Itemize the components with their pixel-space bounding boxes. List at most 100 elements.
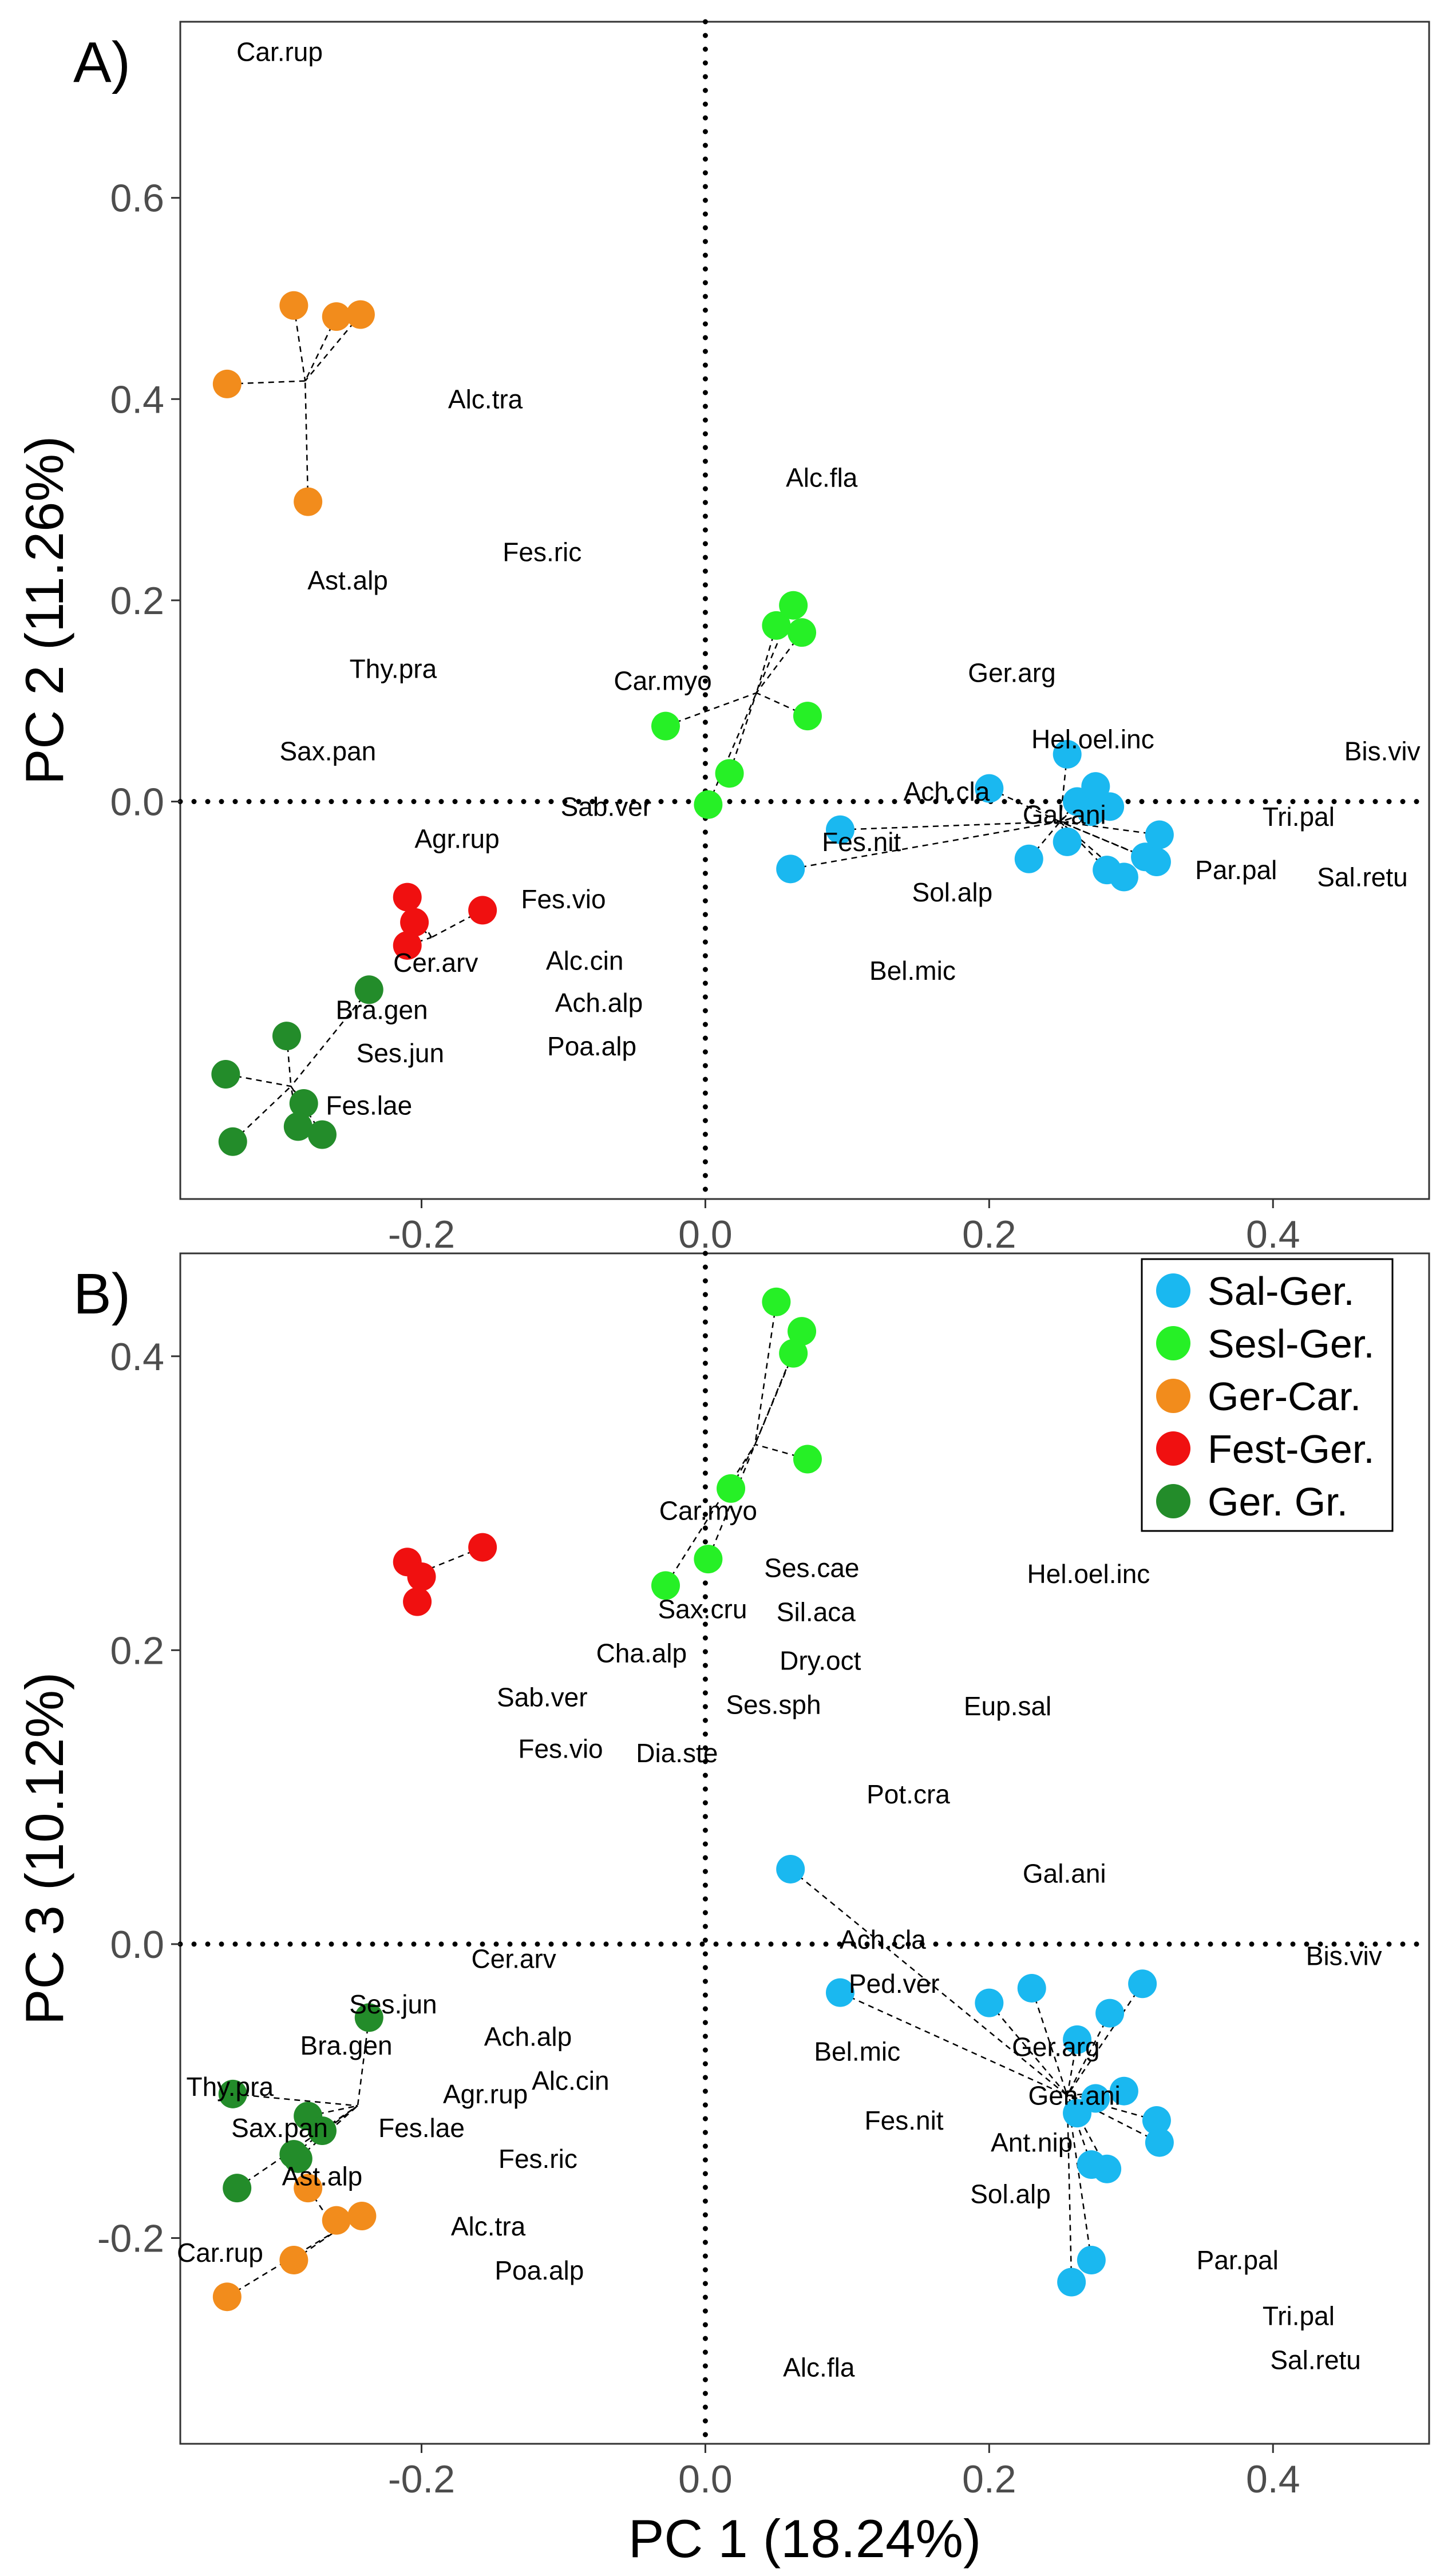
spider-line xyxy=(232,2093,358,2107)
point-sesl-ger xyxy=(717,1474,746,1503)
spider-line xyxy=(307,2105,358,2117)
species-label: Bra.gen xyxy=(300,2031,393,2060)
point-sal-ger xyxy=(1057,2268,1086,2297)
spider-line xyxy=(840,1992,1068,2096)
species-label: Tri.pal xyxy=(1263,802,1335,832)
x-tick-label: 0.0 xyxy=(678,2458,733,2501)
point-sal-ger xyxy=(1014,844,1043,873)
y-tick-label: 0.2 xyxy=(110,1629,164,1672)
point-sal-ger xyxy=(975,1988,1004,2017)
species-label: Gal.ani xyxy=(1023,1859,1106,1889)
panel-label: A) xyxy=(73,30,130,94)
point-ger-gr xyxy=(223,2174,252,2203)
point-sal-ger xyxy=(1109,862,1138,892)
species-label: Fes.ric xyxy=(498,2144,577,2174)
spider-line xyxy=(1066,1983,1144,2096)
point-sal-ger xyxy=(1142,848,1171,877)
species-label: Par.pal xyxy=(1195,855,1277,885)
spider-line xyxy=(1066,2095,1073,2282)
species-label: Sab.ver xyxy=(561,792,652,821)
point-sal-ger xyxy=(1081,772,1110,801)
species-label: Fes.vio xyxy=(518,1734,603,1763)
spider-line xyxy=(790,821,1061,870)
point-ger-car xyxy=(294,2174,323,2203)
point-fest-ger xyxy=(468,896,497,925)
species-label: Eup.sal xyxy=(964,1691,1051,1721)
point-sal-ger xyxy=(1081,2084,1110,2113)
species-label: Fes.vio xyxy=(521,884,606,914)
legend-swatch-ger-car xyxy=(1156,1379,1190,1413)
species-label: Ped.ver xyxy=(849,1969,940,1999)
spider-line xyxy=(756,692,808,717)
species-label: Agr.rup xyxy=(443,2079,528,2109)
panel-b: -0.2 0.0 0.2 0.4 -0.2 0.0 0.2 0.4 PC 3 (10.12%) B… xyxy=(14,1251,1432,2501)
x-tick-label: 0.2 xyxy=(962,1213,1016,1256)
species-label: Bis.viv xyxy=(1306,1941,1382,1970)
species-label: Cer.arv xyxy=(472,1944,556,1974)
spider-line xyxy=(293,2230,337,2261)
point-sal-ger xyxy=(825,815,854,844)
y-tick-label: 0.0 xyxy=(110,1923,164,1966)
species-label: Ger.arg xyxy=(968,658,1055,688)
species-label: Tri.pal xyxy=(1263,2301,1335,2331)
species-label: Fes.lae xyxy=(378,2113,465,2143)
y-tick-label: 0.4 xyxy=(110,1335,164,1379)
species-label: Hel.oel.inc xyxy=(1031,725,1154,754)
panel-label: B) xyxy=(73,1262,130,1326)
point-ger-gr xyxy=(289,1089,318,1118)
x-tick-label: 0.2 xyxy=(962,2458,1016,2501)
species-label: Fes.ric xyxy=(503,537,581,567)
species-label: Alc.fla xyxy=(786,462,858,492)
legend: Sal-Ger. Sesl-Ger. Ger-Car. Fest-Ger. Ger. G… xyxy=(1141,1258,1394,1532)
x-tick-label: 0.4 xyxy=(1246,1213,1300,1256)
species-label: Ach.alp xyxy=(555,988,643,1018)
point-sal-ger xyxy=(1145,820,1174,849)
species-label: Sol.alp xyxy=(912,877,993,907)
point-sal-ger xyxy=(1095,1999,1125,2028)
species-label: Par.pal xyxy=(1197,2245,1279,2275)
point-sesl-ger xyxy=(779,591,808,620)
species-label: Alc.tra xyxy=(448,384,523,414)
legend-swatch-sesl-ger xyxy=(1156,1326,1190,1360)
point-sal-ger xyxy=(1095,792,1125,821)
point-sal-ger xyxy=(1142,2106,1171,2135)
legend-swatch-ger-gr xyxy=(1156,1484,1190,1518)
species-label: Dia.ste xyxy=(636,1738,718,1768)
x-tick-label: 0.0 xyxy=(678,1213,733,1256)
spider-line xyxy=(304,314,361,382)
point-ger-car xyxy=(347,2201,377,2230)
spider-line xyxy=(664,1444,756,1586)
point-ger-car xyxy=(279,2246,308,2275)
point-sal-ger xyxy=(1109,2076,1138,2106)
species-label: Sax.pan xyxy=(279,737,376,766)
point-ger-car xyxy=(212,369,242,398)
y-tick-label: 0.4 xyxy=(110,378,164,421)
spider-line xyxy=(1060,821,1160,836)
point-sal-ger xyxy=(1077,2246,1106,2275)
species-label: Sab.ver xyxy=(497,1683,588,1712)
point-fest-ger xyxy=(403,1587,432,1616)
species-label: Ses.jun xyxy=(349,1989,437,2019)
point-sesl-ger xyxy=(779,1339,808,1368)
species-label: Alc.tra xyxy=(451,2211,526,2241)
legend-label: Ger. Gr. xyxy=(1208,1479,1348,1524)
point-ger-car xyxy=(294,487,323,516)
spider-line xyxy=(1059,821,1157,863)
point-sal-ger xyxy=(1093,2154,1122,2183)
species-label: Ast.alp xyxy=(307,565,388,595)
species-label: Agr.rup xyxy=(414,824,499,854)
species-label: Hel.oel.inc xyxy=(1027,1559,1150,1589)
point-sesl-ger xyxy=(793,702,822,731)
spider-line xyxy=(286,1036,292,1087)
species-label: Ach.cla xyxy=(840,1925,926,1954)
x-axis-title: PC 1 (18.24%) xyxy=(628,2508,982,2569)
species-label: Fes.nit xyxy=(865,2106,944,2135)
point-sal-ger xyxy=(1053,827,1082,856)
point-fest-ger xyxy=(468,1533,497,1562)
point-sal-ger xyxy=(776,1854,805,1883)
species-label: Ses.sph xyxy=(726,1689,821,1719)
spider-line xyxy=(1059,821,1146,858)
point-ger-car xyxy=(279,291,308,320)
species-label: Bel.mic xyxy=(814,2036,900,2066)
